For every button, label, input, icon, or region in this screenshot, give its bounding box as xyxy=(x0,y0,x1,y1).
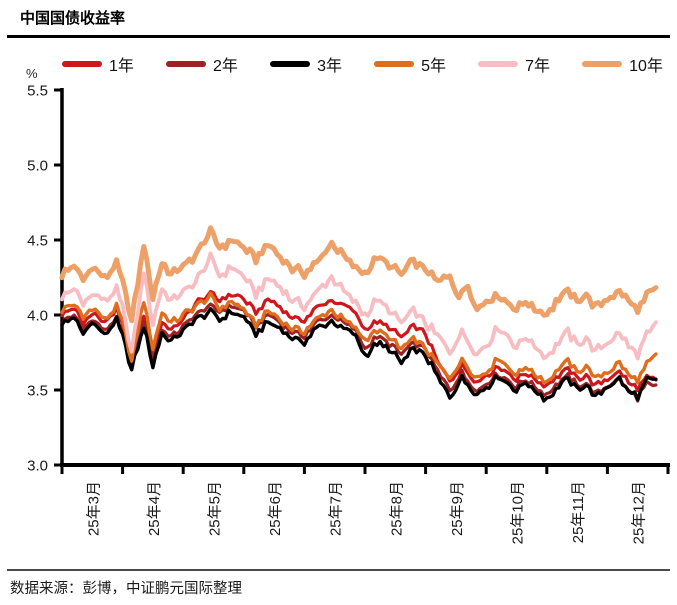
x-axis-tick-label: 25年11月 xyxy=(570,481,587,543)
legend-item-2年: 2年 xyxy=(166,52,238,76)
legend-label: 7年 xyxy=(525,58,551,75)
x-axis-tick-label: 25年8月 xyxy=(388,481,405,536)
legend-label: 3年 xyxy=(317,58,342,75)
legend-label: 5年 xyxy=(421,58,446,75)
y-axis-tick-label: 5.0 xyxy=(27,158,48,175)
legend-item-10年: 10年 xyxy=(582,52,663,76)
x-axis-tick-label: 25年12月 xyxy=(631,481,648,544)
legend-item-3年: 3年 xyxy=(270,52,342,76)
x-axis-tick-label: 25年6月 xyxy=(267,481,284,536)
legend-swatch xyxy=(582,61,623,67)
legend-swatch xyxy=(62,61,102,67)
x-axis-tick-label: 25年7月 xyxy=(328,481,345,536)
legend-swatch xyxy=(166,61,207,67)
y-axis-tick-label: 3.0 xyxy=(27,458,48,475)
series-line-7年 xyxy=(60,251,658,361)
series-line-10年 xyxy=(59,225,659,324)
x-axis-tick-label: 25年5月 xyxy=(207,481,224,536)
x-axis-tick-label: 25年3月 xyxy=(85,481,102,536)
series-line-5年 xyxy=(60,291,658,385)
legend-label: 1年 xyxy=(109,58,134,75)
legend-swatch xyxy=(374,61,415,67)
x-axis-tick-label: 25年4月 xyxy=(146,481,163,536)
legend-item-1年: 1年 xyxy=(62,52,134,76)
y-axis-tick-label: 3.5 xyxy=(27,383,48,400)
legend-swatch xyxy=(478,61,519,67)
legend-swatch xyxy=(270,61,311,67)
footer-divider xyxy=(7,569,670,571)
legend-label: 2年 xyxy=(213,58,238,75)
title-underline xyxy=(7,35,670,38)
x-axis-tick-label: 25年10月 xyxy=(510,481,527,544)
y-axis-tick-label: 5.5 xyxy=(27,83,48,100)
legend-item-7年: 7年 xyxy=(478,52,550,76)
series-line-1年 xyxy=(60,289,658,393)
x-axis-tick-label: 25年9月 xyxy=(449,481,466,536)
y-axis-tick-label: 4.0 xyxy=(27,308,48,325)
page-title: 中国国债收益率 xyxy=(20,10,126,27)
series-line-3年 xyxy=(60,307,658,403)
legend-item-5年: 5年 xyxy=(374,52,446,76)
legend: 1年 2年 3年 5年 7年 10年 xyxy=(62,52,663,76)
legend-label: 10年 xyxy=(629,58,663,75)
y-axis-tick-label: 4.5 xyxy=(27,233,48,250)
y-axis-unit-label: % xyxy=(26,66,38,81)
data-source-note: 数据来源：彭博，中证鹏元国际整理 xyxy=(10,581,242,597)
